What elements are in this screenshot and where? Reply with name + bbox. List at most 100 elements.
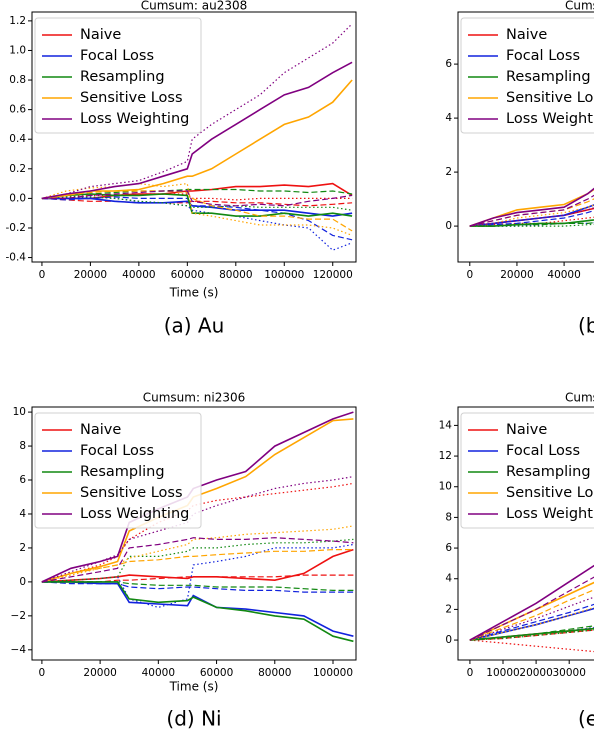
series-line [469,194,594,227]
series-line [41,196,353,251]
chart-panel: Cumsum: au2308 -0.4 -0.2 0.0 0.2 0.4 0.6 0.8 1.0… [6,0,357,338]
y-tick-label: −4 [11,644,27,656]
legend-label: Focal Loss [80,443,154,459]
axes-frame [31,11,357,263]
y-tick-label: 1.0 [9,44,26,56]
series-line [41,537,354,583]
x-tick-label: 40000 [547,269,580,281]
chart-title: Cumsum [565,391,594,405]
chart-panel: Cumsum: ni2306 −4 −2 0 2 4 6 8 10 0 20000 40000 6000… [11,391,357,731]
y-tick-label: 4 [445,573,452,585]
x-tick-label: 100000 [313,667,353,679]
legend-label: Focal Loss [506,443,580,459]
series-line [469,222,594,227]
legend-label: Loss Weighting [506,506,594,522]
y-tick-label: 4 [19,508,26,520]
y-tick-label: 4 [445,112,452,124]
x-tick-label: 40000 [122,269,155,281]
legend-label: Loss Weighting [80,111,189,127]
y-tick-label: 0 [19,576,26,588]
legend-label: Resampling [506,464,591,480]
legend-label: Focal Loss [80,48,154,64]
plot-area [41,23,353,251]
axes-frame [31,406,357,661]
caption: (d) Ni [166,707,221,731]
x-tick-label: 10000 [486,667,519,679]
y-tick-label: −2 [11,610,26,622]
chart-title: Cumsum: au2308 [141,0,248,13]
y-tick-label: 1.2 [9,15,26,27]
series-line [41,197,353,207]
legend-label: Sensitive Loss [506,90,594,106]
y-tick-label: 2 [19,542,26,554]
legend-label: Naive [506,422,547,438]
series-line [469,564,594,641]
y-tick-label: 14 [439,419,453,431]
series-line [469,596,594,641]
series-line [41,190,353,232]
x-tick-label: 80000 [258,667,291,679]
series-line [469,589,594,641]
series-line [41,538,354,583]
y-tick-label: 8 [445,511,452,523]
x-tick-label: 20000 [83,667,116,679]
series-line [469,603,594,641]
legend-label: Focal Loss [506,48,580,64]
y-tick-label: -0.4 [6,252,27,264]
series-line [469,629,594,641]
x-tick-label: 0 [467,667,474,679]
y-tick-label: 0 [445,220,452,232]
legend-label: Naive [80,422,121,438]
y-tick-label: 12 [439,450,452,462]
x-tick-label: 60000 [200,667,233,679]
x-axis-label: Time (s) [169,680,219,694]
x-tick-label: 80000 [219,269,252,281]
legend-label: Resampling [80,464,165,480]
chart-title: Cumsum: ni2306 [143,391,246,405]
y-tick-label: 0.8 [9,74,26,86]
y-tick-label: 10 [13,406,26,418]
y-tick-label: 0.0 [9,192,26,204]
chart-panel: Cumsum 0 2 4 6 0 20000 40000 Naive Focal Loss Resa… [445,0,594,338]
series-line [469,204,594,227]
plot-area [469,564,594,653]
chart-title: Cumsum [565,0,594,13]
legend-label: Resampling [506,69,591,85]
y-tick-label: 2 [445,166,452,178]
legend-label: Resampling [80,69,165,85]
x-tick-label: 0 [39,667,46,679]
caption: (e [578,707,594,731]
y-tick-label: 0.2 [9,163,26,175]
series-line [41,581,354,637]
series-line [469,607,594,641]
axes-frame [457,11,594,263]
x-tick-label: 100000 [264,269,304,281]
legend-label: Loss Weighting [80,506,189,522]
y-tick-label: 0.4 [9,133,26,145]
legend-label: Sensitive Loss [80,90,183,106]
y-tick-label: 2 [445,603,452,615]
series-line [41,196,353,241]
legend-box [460,412,594,529]
legend-box [34,17,202,134]
y-tick-label: 6 [445,542,452,554]
x-tick-label: 60000 [171,269,204,281]
series-line [469,187,594,227]
y-tick-label: 6 [445,58,452,70]
x-tick-label: 30000 [552,667,585,679]
y-tick-label: 0.6 [9,104,26,116]
series-line [41,581,354,593]
x-tick-label: 40000 [142,667,175,679]
y-tick-label: 6 [19,474,26,486]
y-tick-label: -0.2 [6,222,27,234]
series-line [41,574,354,583]
legend-box [460,17,594,134]
series-line [469,625,594,641]
series-line [41,196,353,211]
series-line [41,581,354,591]
legend-label: Naive [506,27,547,43]
x-tick-label: 120000 [313,269,353,281]
series-line [469,576,594,641]
